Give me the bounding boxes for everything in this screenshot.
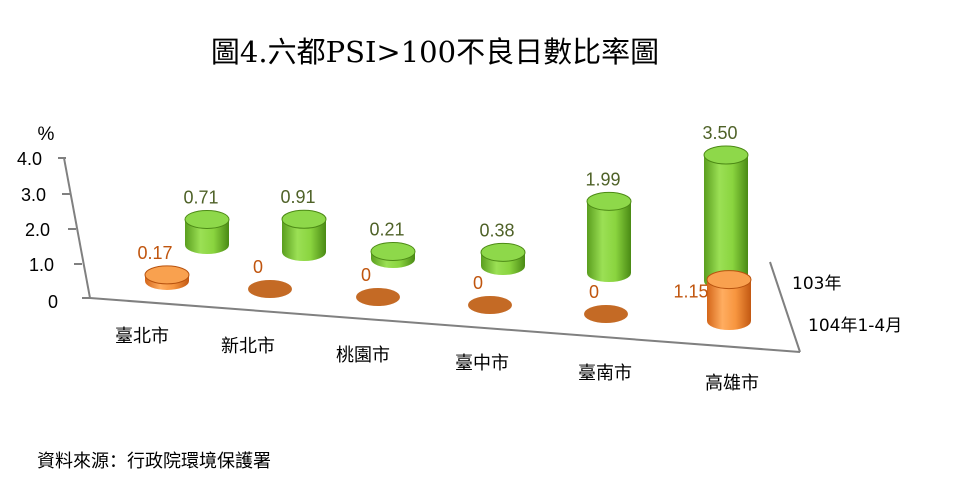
bar-cap — [281, 209, 327, 229]
bar-body — [282, 219, 326, 261]
data-label: 1.99 — [585, 169, 620, 189]
y-tick-label: 3.0 — [21, 185, 46, 205]
bar-body — [704, 155, 748, 290]
category-label: 臺南市 — [578, 363, 632, 384]
cylinder-104-0 — [144, 265, 190, 290]
series-label-103: 103年 — [792, 274, 841, 294]
floor-right-edge — [769, 261, 801, 353]
cylinder-103-1 — [281, 209, 327, 261]
bar-base — [248, 280, 292, 298]
cylinder-103-3 — [480, 242, 526, 275]
cylinder-103-5 — [703, 145, 749, 290]
cylinder-104-2 — [356, 288, 400, 306]
chart-marks: 0.71 0.91 0.21 0.38 1.99 3.50 0.17 0 0 0 0 1.15 — [137, 123, 752, 330]
floor-front-edge — [89, 297, 801, 353]
bar-base — [584, 305, 628, 323]
y-tick-label: 4.0 — [17, 149, 42, 169]
category-label: 臺北市 — [115, 326, 169, 347]
data-label: 3.50 — [702, 123, 737, 143]
bar-cap — [184, 209, 230, 229]
data-label: 0 — [589, 282, 599, 302]
cylinder-104-4 — [584, 305, 628, 323]
data-label: 1.15 — [673, 282, 708, 302]
axes — [58, 157, 801, 353]
category-label: 臺中市 — [455, 353, 509, 374]
category-label: 高雄市 — [705, 373, 759, 394]
bar-body — [587, 201, 631, 282]
data-label: 0.71 — [183, 187, 218, 207]
cylinder-104-3 — [468, 296, 512, 314]
series-label-104: 104年1-4月 — [808, 316, 902, 336]
category-label: 桃園市 — [336, 345, 390, 366]
bar-cap — [703, 145, 749, 165]
y-tick-label: 0 — [48, 292, 58, 312]
cylinder-103-2 — [370, 241, 416, 268]
bar-base — [356, 288, 400, 306]
cylinder-103-0 — [184, 209, 230, 254]
data-label: 0 — [253, 257, 263, 277]
bar-cap — [586, 191, 632, 211]
data-label: 0.21 — [369, 219, 404, 239]
bar-base — [468, 296, 512, 314]
cylinder-104-1 — [248, 280, 292, 298]
data-label: 0.17 — [137, 243, 172, 263]
bar-body — [185, 219, 229, 254]
source-note: 資料來源：行政院環境保護署 — [37, 451, 271, 472]
bar-cap — [370, 241, 416, 261]
category-label: 新北市 — [221, 336, 275, 357]
back-wall-left — [63, 157, 91, 299]
chart-title: 圖4.六都PSI>100不良日數比率圖 — [211, 35, 659, 69]
bar-cap — [480, 242, 526, 262]
bar-cap — [706, 270, 752, 290]
bar-body — [707, 279, 751, 330]
data-label: 0 — [473, 273, 483, 293]
data-label: 0.91 — [280, 187, 315, 207]
data-label: 0.38 — [479, 220, 514, 240]
y-tick-label: 1.0 — [29, 255, 54, 275]
data-label: 0 — [361, 265, 371, 285]
y-axis-unit: % — [38, 124, 55, 145]
cylinder-103-4 — [586, 191, 632, 282]
y-tick-label: 2.0 — [25, 220, 50, 240]
bar-cap — [144, 265, 190, 285]
cylinder-104-5 — [706, 270, 752, 330]
